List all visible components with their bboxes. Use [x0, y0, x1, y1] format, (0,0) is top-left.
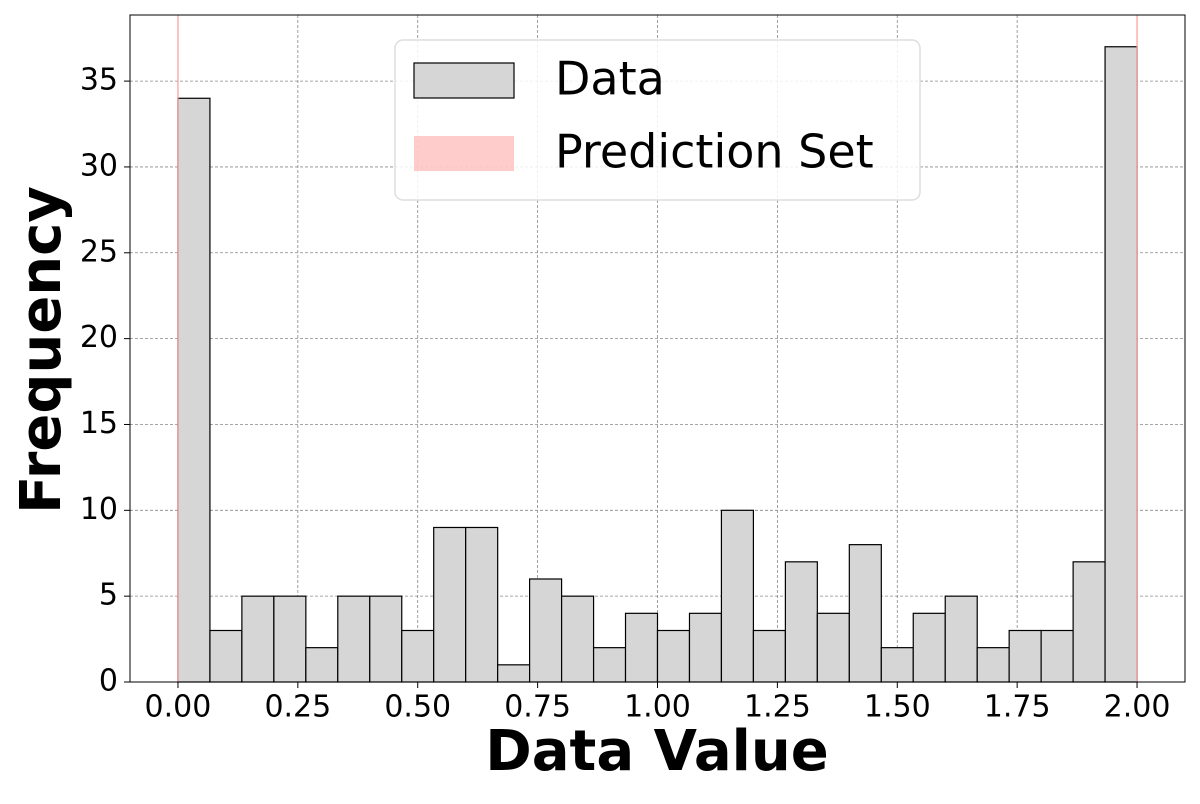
y-tick-label: 35 [80, 63, 118, 98]
plot-frame [129, 14, 1186, 683]
x-tick-label: 0.00 [145, 690, 212, 725]
x-tick-label: 1.75 [984, 690, 1051, 725]
bar [1040, 629, 1074, 683]
legend-label: Prediction Set [555, 125, 874, 179]
x-tick-label: 1.00 [624, 690, 691, 725]
bar [880, 647, 914, 683]
bar [944, 595, 978, 683]
x-tick-label: 0.25 [264, 690, 331, 725]
bar [912, 612, 946, 683]
bar [752, 629, 786, 683]
y-tick-label: 10 [80, 492, 118, 527]
bar [784, 561, 818, 683]
bar [720, 509, 755, 683]
bar [465, 526, 499, 683]
x-tick-label: 0.75 [504, 690, 571, 725]
legend-label: Data [555, 52, 665, 106]
legend: Data Prediction Set [394, 39, 921, 201]
x-tick-label: 1.25 [744, 690, 811, 725]
legend-box [394, 39, 921, 201]
bar [816, 612, 850, 683]
x-tick-label: 0.50 [384, 690, 451, 725]
bar [433, 526, 467, 683]
y-tick-label: 0 [99, 664, 118, 699]
bar [209, 629, 243, 683]
bar [337, 595, 371, 683]
y-tick-label: 15 [80, 406, 118, 441]
bar [401, 629, 435, 683]
legend-swatch [414, 136, 514, 171]
bar [624, 612, 659, 683]
bar [848, 544, 882, 683]
bar [369, 595, 403, 683]
legend-swatch [413, 62, 515, 99]
x-tick-label: 2.00 [1104, 690, 1171, 725]
y-tick-label: 20 [80, 320, 118, 355]
y-tick-label: 30 [80, 148, 118, 183]
x-axis-label: Data Value [485, 719, 828, 784]
y-axis-label: Frequency [9, 186, 74, 514]
bar [529, 578, 563, 683]
bar [177, 97, 211, 683]
bar [656, 629, 691, 683]
bar [688, 612, 723, 683]
bar [305, 647, 339, 683]
bar [1104, 46, 1138, 683]
bar [1072, 561, 1106, 683]
bar [241, 595, 275, 683]
bar [1008, 629, 1042, 683]
y-tick-label: 25 [80, 234, 118, 269]
bar [592, 647, 627, 683]
bar [976, 647, 1010, 683]
bar [273, 595, 307, 683]
x-tick-label: 1.50 [864, 690, 931, 725]
y-tick-label: 5 [99, 578, 118, 613]
bar [560, 595, 595, 683]
bar [497, 664, 531, 683]
